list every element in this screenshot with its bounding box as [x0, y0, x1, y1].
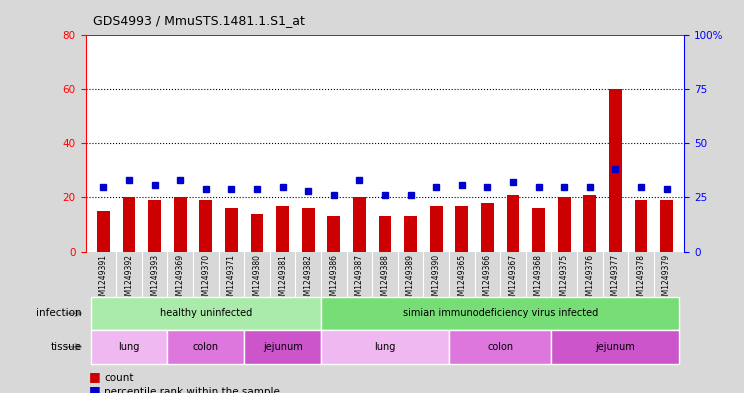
Text: GSM1249368: GSM1249368 — [534, 254, 543, 305]
Text: ■: ■ — [89, 370, 101, 383]
Bar — [174, 197, 187, 252]
Text: GSM1249375: GSM1249375 — [559, 254, 568, 305]
Bar — [583, 195, 596, 252]
Bar — [551, 330, 679, 364]
Bar — [449, 330, 551, 364]
Bar — [455, 206, 468, 252]
Text: infection: infection — [36, 309, 82, 318]
Bar — [558, 197, 571, 252]
Bar — [302, 208, 315, 252]
Text: GSM1249367: GSM1249367 — [508, 254, 518, 305]
Bar — [481, 203, 494, 252]
Text: GSM1249365: GSM1249365 — [458, 254, 466, 305]
Bar — [167, 330, 244, 364]
Text: tissue: tissue — [51, 342, 82, 352]
Bar — [379, 217, 391, 252]
Bar — [251, 214, 263, 252]
Bar — [91, 297, 321, 330]
Bar — [97, 211, 110, 252]
Bar — [199, 200, 212, 252]
Text: GSM1249369: GSM1249369 — [176, 254, 185, 305]
Text: ■: ■ — [89, 384, 101, 393]
Bar — [635, 200, 647, 252]
Bar — [321, 330, 449, 364]
Text: GSM1249392: GSM1249392 — [124, 254, 134, 305]
Text: lung: lung — [374, 342, 396, 352]
Text: lung: lung — [118, 342, 140, 352]
Text: GSM1249391: GSM1249391 — [99, 254, 108, 305]
Bar — [148, 200, 161, 252]
Text: GSM1249370: GSM1249370 — [202, 254, 211, 305]
Text: GSM1249382: GSM1249382 — [304, 254, 312, 305]
Bar — [244, 330, 321, 364]
Text: GSM1249380: GSM1249380 — [252, 254, 262, 305]
Text: GSM1249381: GSM1249381 — [278, 254, 287, 305]
Text: GSM1249387: GSM1249387 — [355, 254, 364, 305]
Bar — [123, 197, 135, 252]
Text: count: count — [104, 373, 134, 383]
Text: colon: colon — [487, 342, 513, 352]
Text: GSM1249386: GSM1249386 — [330, 254, 339, 305]
Text: colon: colon — [193, 342, 219, 352]
Text: percentile rank within the sample: percentile rank within the sample — [104, 387, 280, 393]
Text: jejunum: jejunum — [595, 342, 635, 352]
Bar — [404, 217, 417, 252]
Bar — [225, 208, 238, 252]
Text: GSM1249389: GSM1249389 — [406, 254, 415, 305]
Text: GSM1249376: GSM1249376 — [586, 254, 594, 305]
Text: GDS4993 / MmuSTS.1481.1.S1_at: GDS4993 / MmuSTS.1481.1.S1_at — [93, 14, 305, 27]
Bar — [532, 208, 545, 252]
Bar — [609, 90, 622, 252]
Text: healthy uninfected: healthy uninfected — [160, 309, 252, 318]
Text: simian immunodeficiency virus infected: simian immunodeficiency virus infected — [403, 309, 598, 318]
Text: GSM1249393: GSM1249393 — [150, 254, 159, 305]
Bar — [276, 206, 289, 252]
Bar — [430, 206, 443, 252]
Text: GSM1249378: GSM1249378 — [636, 254, 646, 305]
Bar — [321, 297, 679, 330]
Text: jejunum: jejunum — [263, 342, 303, 352]
Bar — [91, 330, 167, 364]
Text: GSM1249371: GSM1249371 — [227, 254, 236, 305]
Text: GSM1249379: GSM1249379 — [662, 254, 671, 305]
Text: GSM1249377: GSM1249377 — [611, 254, 620, 305]
Bar — [327, 217, 340, 252]
Bar — [507, 195, 519, 252]
Bar — [660, 200, 673, 252]
Bar — [353, 197, 366, 252]
Text: GSM1249390: GSM1249390 — [432, 254, 440, 305]
Text: GSM1249388: GSM1249388 — [380, 254, 390, 305]
Text: GSM1249366: GSM1249366 — [483, 254, 492, 305]
